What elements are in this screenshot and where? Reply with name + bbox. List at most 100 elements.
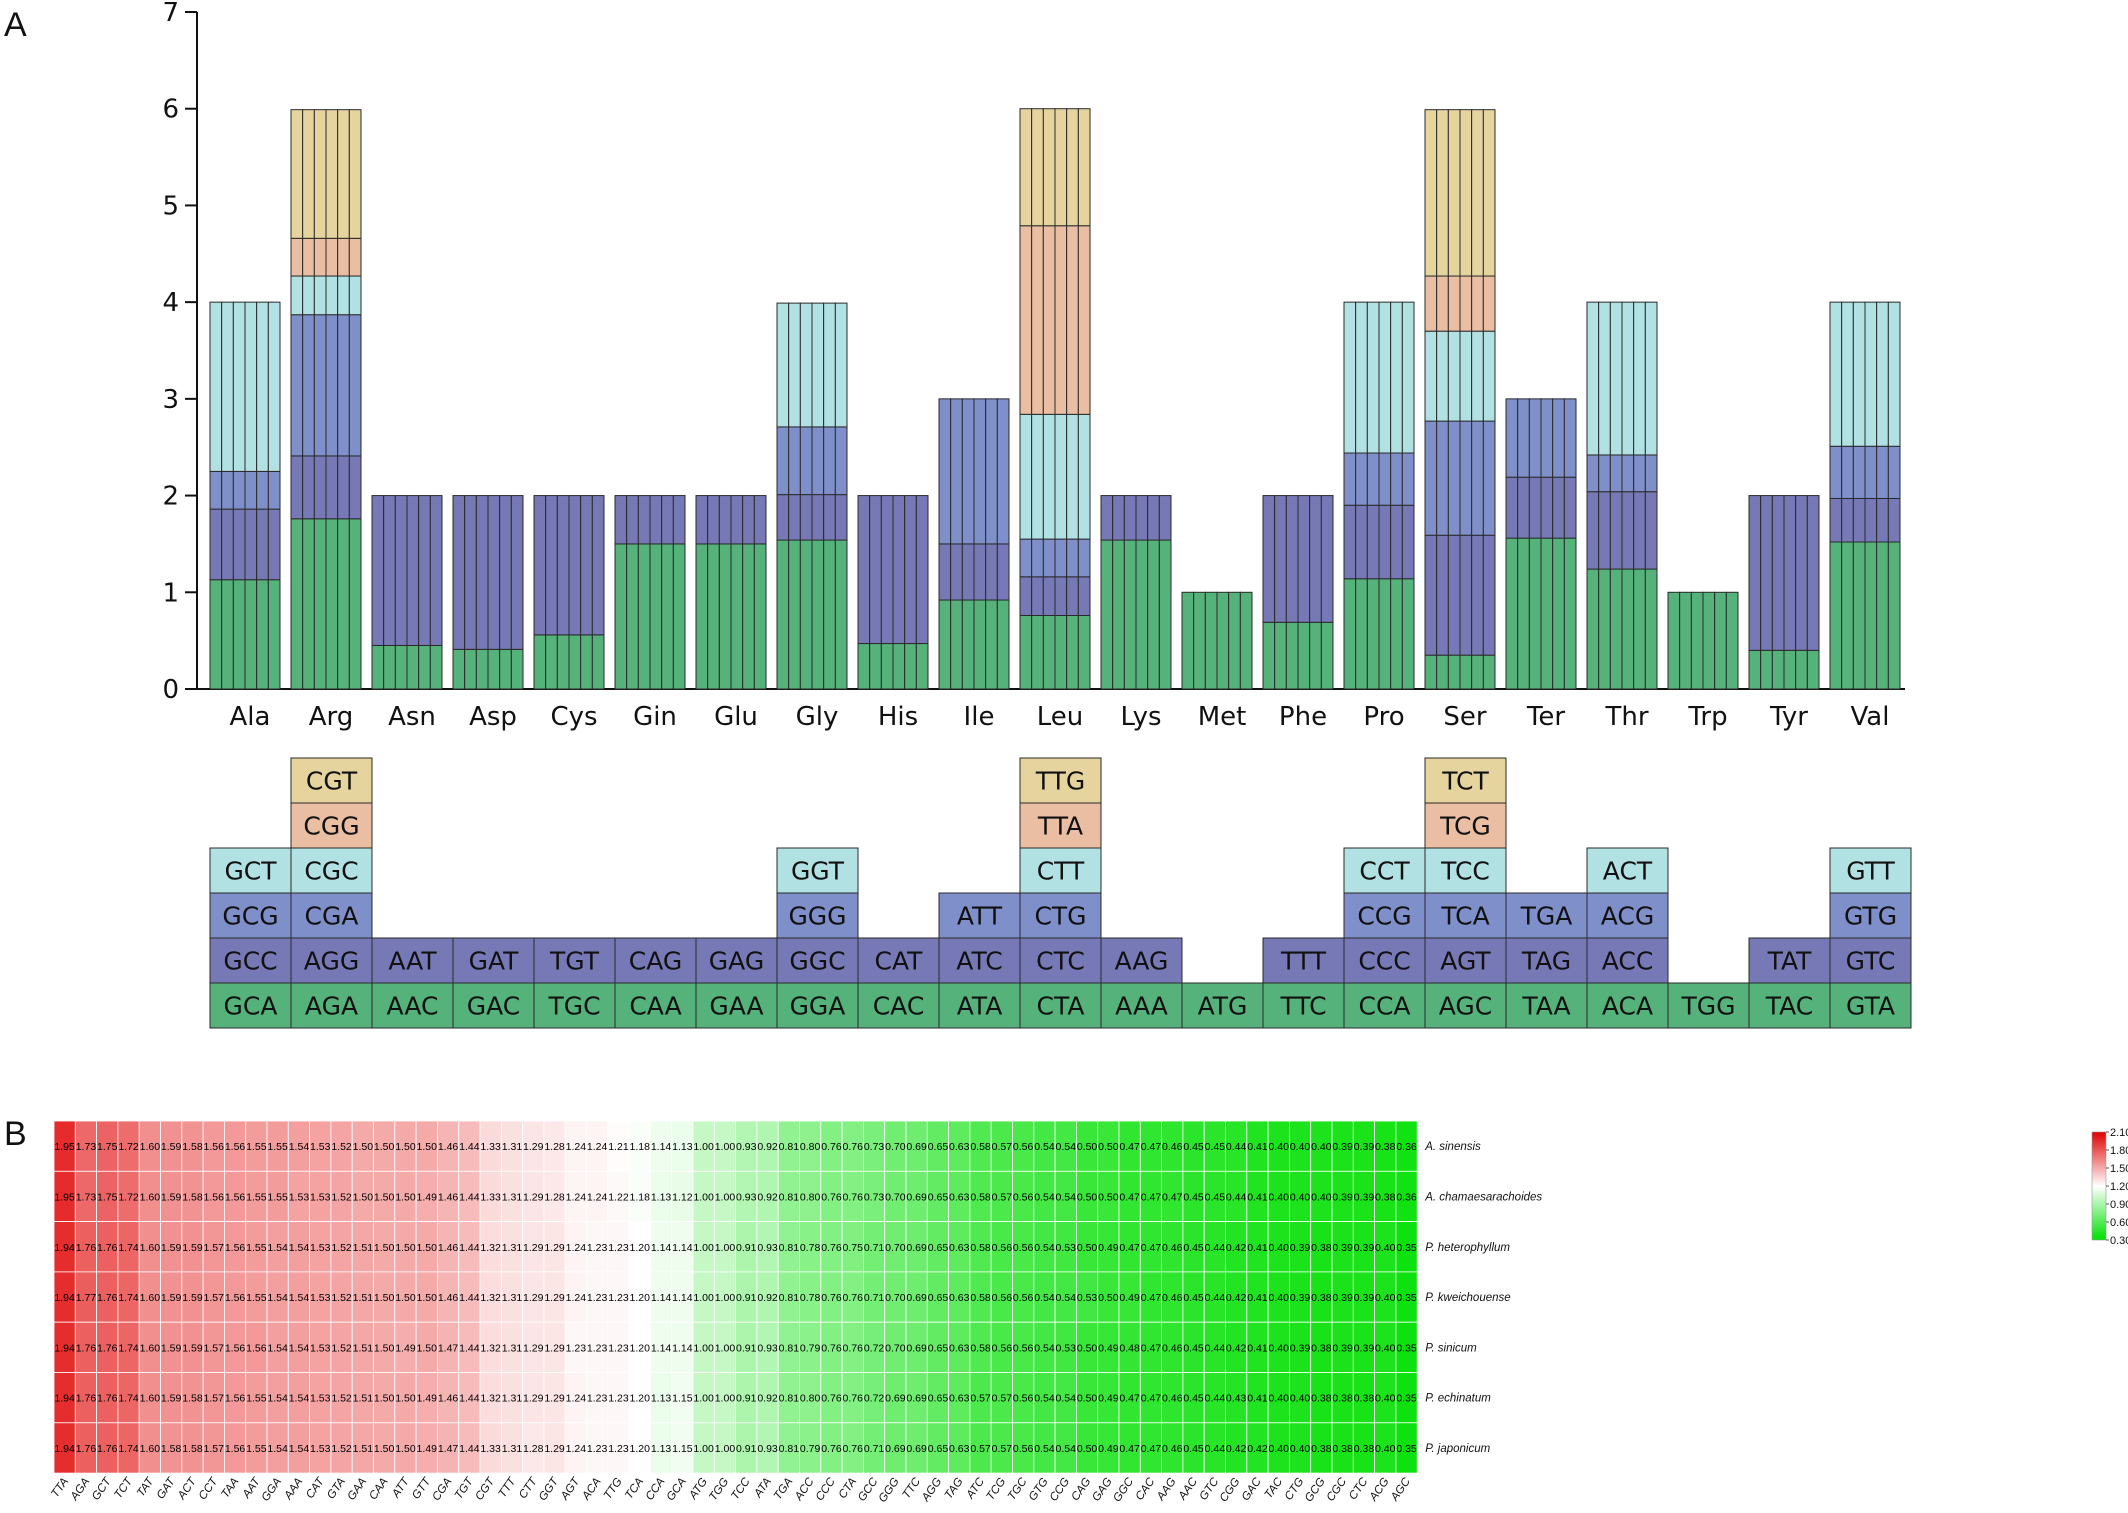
bar-segment-val-gtc <box>1876 497 1889 543</box>
heatmap-column-label: GGG <box>877 1476 902 1505</box>
bar-segment-leu-tta <box>1031 225 1044 415</box>
heatmap-column-label: ATC <box>964 1475 988 1501</box>
bar-segment-phe-ttt <box>1285 495 1299 623</box>
bar-segment-ala-gcc <box>256 508 269 581</box>
bar-segment-leu-cta <box>1042 614 1056 690</box>
bar-segment-phe-ttc <box>1297 621 1311 690</box>
heatmap-value: 1.29 <box>544 1292 565 1304</box>
bar-segment-phe-ttc <box>1274 621 1287 690</box>
bar-segment-ser-agc <box>1436 654 1449 690</box>
bar-segment-leu-ctg <box>1066 538 1079 578</box>
bar-segment-ser-tcc <box>1459 330 1473 422</box>
bar-segment-thr-act <box>1621 301 1635 456</box>
bar-segment-arg-cgt <box>325 109 339 239</box>
codon-cell-gac <box>452 982 535 1029</box>
heatmap-value: 1.50 <box>374 1191 395 1203</box>
bar-segment-ser-agc <box>1424 654 1438 690</box>
heatmap-value: 1.55 <box>267 1141 288 1153</box>
heatmap-column-label: GCG <box>1303 1476 1328 1504</box>
bar-segment-thr-act <box>1586 301 1600 456</box>
bar-segment-tyr-tat <box>1783 495 1797 651</box>
bar-segment-ala-gca <box>267 579 281 690</box>
bar-segment-val-gtg <box>1841 445 1854 499</box>
bar-segment-leu-ttg <box>1042 108 1056 227</box>
heatmap-value: 1.29 <box>544 1393 565 1405</box>
heatmap-value: 1.13 <box>651 1393 672 1405</box>
bar-segment-ala-gcc <box>209 508 223 581</box>
bar-segment-arg-cgt <box>337 109 350 239</box>
bar-segment-ter-taa <box>1505 537 1519 690</box>
heatmap-value: 1.94 <box>54 1393 75 1405</box>
bar-segment-lys-aaa <box>1100 539 1114 690</box>
codon-label-gac: GAC <box>467 992 521 1021</box>
heatmap-value: 1.29 <box>544 1242 565 1254</box>
bar-segment-ala-gcg <box>256 470 269 510</box>
heatmap-value: 0.92 <box>757 1141 778 1153</box>
heatmap-value: 1.20 <box>630 1242 651 1254</box>
heatmap-value: 0.65 <box>928 1292 949 1304</box>
bar-segment-gly-gga <box>811 539 825 690</box>
bar-segment-asn-aat <box>383 495 396 646</box>
bar-segment-leu-ctc <box>1066 576 1079 616</box>
heatmap-value: 0.57 <box>992 1191 1013 1203</box>
heatmap-column-label: CGT <box>473 1475 497 1503</box>
bar-segment-ser-agc <box>1471 654 1484 690</box>
bar-segment-arg-aga <box>325 518 339 690</box>
heatmap-value: 0.40 <box>1269 1292 1290 1304</box>
bar-segment-glu-gag <box>753 495 767 545</box>
heatmap-column-label: TCG <box>985 1476 1009 1503</box>
bar-segment-leu-cta <box>1031 614 1044 690</box>
heatmap-value: 0.47 <box>1141 1292 1162 1304</box>
bar-segment-ala-gcc <box>244 508 258 581</box>
heatmap-value: 0.54 <box>1056 1443 1077 1455</box>
bar-segment-ser-agt <box>1459 534 1473 656</box>
codon-cell-agg <box>290 937 373 984</box>
codon-cell-ctg <box>1019 892 1102 939</box>
heatmap-value: 1.50 <box>374 1242 395 1254</box>
heatmap-column-label: TTT <box>496 1475 518 1500</box>
heatmap-column-label: GGT <box>537 1475 562 1503</box>
heatmap-value: 1.50 <box>374 1342 395 1354</box>
heatmap-value: 1.13 <box>651 1443 672 1455</box>
heatmap-value: 0.70 <box>885 1242 906 1254</box>
codon-cell-gat <box>452 937 535 984</box>
heatmap-value: 0.63 <box>949 1141 970 1153</box>
bar-segment-gly-gga <box>788 539 801 690</box>
bar-segment-ser-tcg <box>1436 275 1449 332</box>
heatmap-value: 0.47 <box>1141 1191 1162 1203</box>
heatmap-value: 0.56 <box>1013 1191 1034 1203</box>
heatmap-value: 1.15 <box>672 1443 693 1455</box>
bar-segment-val-gtc <box>1887 497 1901 543</box>
heatmap-value: 0.43 <box>1226 1393 1247 1405</box>
x-tick-label-asn: Asn <box>388 702 436 732</box>
bar-segment-trp-tgg <box>1725 591 1739 690</box>
heatmap-value: 1.49 <box>395 1342 416 1354</box>
codon-legend-table: GCA GCC GCG GCT AGA AGG CGA CGC CGG CGT AAC AAT GAC G… <box>209 757 1912 1029</box>
heatmap-value: 0.93 <box>757 1443 778 1455</box>
heatmap-column-label: TAC <box>1263 1475 1286 1501</box>
bar-segment-leu-tta <box>1042 225 1056 415</box>
bar-segment-leu-ctg <box>1077 538 1091 578</box>
bar-segment-thr-aca <box>1621 568 1635 690</box>
heatmap-column-label: CTC <box>1347 1475 1371 1502</box>
bar-segment-val-gta <box>1864 541 1878 690</box>
heatmap-value: 1.75 <box>97 1141 118 1153</box>
heatmap-value: 0.63 <box>949 1443 970 1455</box>
bar-segment-leu-ctt <box>1031 413 1044 540</box>
heatmap-value: 1.46 <box>438 1292 459 1304</box>
bar-segment-trp-tgg <box>1679 591 1692 690</box>
heatmap-value: 0.49 <box>1119 1292 1140 1304</box>
heatmap-column-label: AAA <box>282 1476 306 1503</box>
heatmap-value: 1.57 <box>204 1393 225 1405</box>
bar-segment-ser-tcg <box>1459 275 1473 332</box>
bar-segment-phe-ttc <box>1320 621 1334 690</box>
bar-segment-arg-cgt <box>302 109 315 239</box>
heatmap-value: 1.55 <box>246 1393 267 1405</box>
heatmap-value: 1.76 <box>97 1443 118 1455</box>
codon-cell-gtg <box>1829 892 1912 939</box>
heatmap-value: 1.00 <box>693 1191 714 1203</box>
bar-segment-ser-tct <box>1471 109 1484 277</box>
bar-segment-ser-agt <box>1482 534 1496 656</box>
bar-segment-ter-tag <box>1563 476 1577 539</box>
heatmap-value: 1.55 <box>246 1292 267 1304</box>
